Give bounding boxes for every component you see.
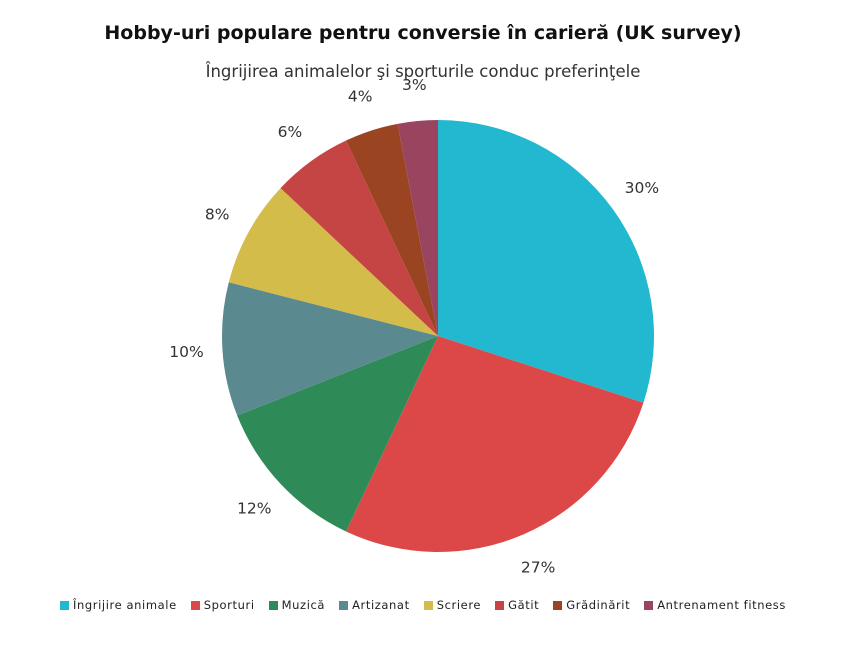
legend-item-4: Artizanat <box>339 598 410 612</box>
legend-swatch <box>644 600 654 610</box>
legend-item-6: Gătit <box>495 598 539 612</box>
legend-swatch <box>495 600 505 610</box>
legend-swatch <box>423 600 433 610</box>
slice-label-5: 8% <box>205 206 230 224</box>
legend-item-5: Scriere <box>423 598 482 612</box>
legend-label: Gătit <box>508 598 540 612</box>
slice-label-1: 30% <box>625 179 659 197</box>
pie-slice-4 <box>222 282 438 416</box>
legend-swatch <box>553 600 563 610</box>
pie-slices <box>222 120 654 552</box>
legend-item-3: Muzică <box>268 598 326 612</box>
legend-item-2: Sporturi <box>190 598 255 612</box>
legend-item-8: Antrenament fitness <box>644 598 786 612</box>
legend-label: Muzică <box>281 598 326 612</box>
slice-label-8: 3% <box>402 76 427 94</box>
legend-swatch <box>190 600 200 610</box>
pie-slice-2 <box>346 336 644 552</box>
slice-label-2: 27% <box>521 558 555 576</box>
legend-label: Îngrijire animale <box>73 598 177 612</box>
legend-swatch <box>339 600 349 610</box>
pie-slice-1 <box>438 120 654 403</box>
legend-swatch <box>268 600 278 610</box>
legend-item-1: Îngrijire animale <box>60 598 177 612</box>
legend-label: Artizanat <box>352 598 410 612</box>
chart-title: Hobby-uri populare pentru conversie în c… <box>104 22 742 44</box>
legend-label: Grădinărit <box>566 598 631 612</box>
pie-slice-6 <box>280 140 438 336</box>
pie-slice-8 <box>397 120 438 336</box>
legend: Îngrijire animale Sporturi Muzică Artizanat… <box>0 598 846 612</box>
chart-subtitle: Îngrijirea animalelor şi sporturile cond… <box>205 62 641 81</box>
pie-slice-5 <box>228 188 438 336</box>
legend-item-7: Grădinărit <box>553 598 630 612</box>
slice-label-7: 4% <box>348 87 373 105</box>
legend-label: Scriere <box>436 598 482 612</box>
pie-slice-7 <box>346 123 438 336</box>
slice-label-3: 12% <box>237 500 271 518</box>
legend-swatch <box>60 600 69 610</box>
pie-slice-3 <box>237 336 438 532</box>
pie-labels: 30% 27% 12% 10% 8% 6% 4% 3% <box>169 76 659 576</box>
legend-label: Antrenament fitness <box>657 598 786 612</box>
slice-label-6: 6% <box>278 123 303 141</box>
slice-label-4: 10% <box>169 343 203 361</box>
legend-label: Sporturi <box>203 598 255 612</box>
